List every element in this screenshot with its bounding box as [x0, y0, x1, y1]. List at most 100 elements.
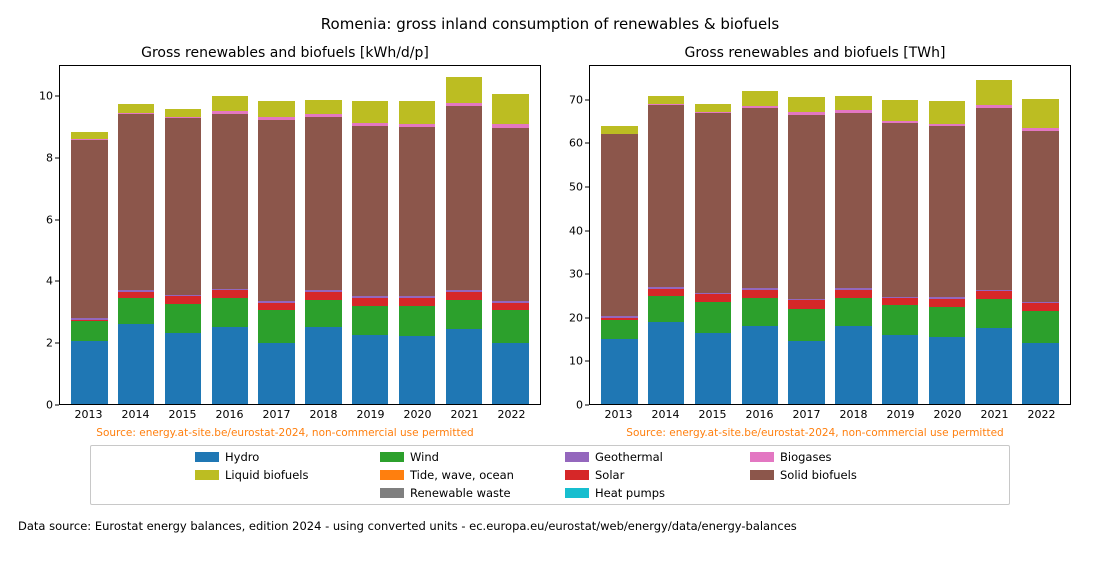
y-axis-right: 010203040506070 — [555, 65, 589, 405]
bar-segment-hydro — [212, 327, 249, 404]
bar-segment-solid_biofuels — [929, 126, 966, 297]
y-tick-label: 60 — [569, 137, 583, 150]
bar-segment-solar — [929, 299, 966, 307]
x-axis-right: 2013201420152016201720182019202020212022 — [589, 405, 1071, 425]
bar-segment-liquid_biofuels — [835, 96, 872, 110]
legend-item-biogases: Biogases — [750, 450, 905, 464]
stacked-bar — [695, 66, 732, 404]
bar-segment-solid_biofuels — [648, 105, 685, 287]
panels-row: Gross renewables and biofuels [kWh/d/p] … — [10, 45, 1090, 439]
stacked-bar — [835, 66, 872, 404]
bar-segment-solid_biofuels — [399, 127, 436, 296]
bar-segment-hydro — [1022, 343, 1059, 404]
bar-segment-wind — [882, 305, 919, 334]
bar-column — [643, 66, 690, 404]
x-tick-label: 2013 — [65, 405, 112, 425]
bar-segment-liquid_biofuels — [305, 100, 342, 114]
bar-segment-liquid_biofuels — [1022, 99, 1059, 128]
y-tick-label: 70 — [569, 93, 583, 106]
legend-item-solar: Solar — [565, 468, 720, 482]
bar-column — [394, 66, 441, 404]
x-tick-label: 2017 — [253, 405, 300, 425]
bar-segment-solar — [305, 292, 342, 300]
bar-column — [830, 66, 877, 404]
legend-label: Hydro — [225, 450, 259, 464]
bar-segment-solid_biofuels — [882, 123, 919, 296]
stacked-bar — [446, 66, 483, 404]
bar-segment-wind — [788, 309, 825, 342]
chart-right: 010203040506070 201320142015201620172018… — [555, 65, 1075, 425]
bar-segment-solid_biofuels — [976, 108, 1013, 290]
bar-segment-hydro — [788, 341, 825, 404]
x-tick-label: 2018 — [830, 405, 877, 425]
bar-segment-solar — [742, 290, 779, 298]
bar-segment-hydro — [446, 329, 483, 404]
bar-segment-solid_biofuels — [601, 134, 638, 316]
bar-segment-liquid_biofuels — [212, 96, 249, 111]
stacked-bar — [976, 66, 1013, 404]
y-tick-label: 10 — [569, 355, 583, 368]
bar-segment-liquid_biofuels — [695, 104, 732, 112]
bar-segment-wind — [976, 299, 1013, 328]
x-tick-label: 2020 — [924, 405, 971, 425]
bar-segment-solar — [1022, 303, 1059, 311]
main-title: Romenia: gross inland consumption of ren… — [10, 15, 1090, 33]
bar-segment-hydro — [882, 335, 919, 404]
legend-label: Geothermal — [595, 450, 663, 464]
bar-segment-solid_biofuels — [118, 114, 155, 291]
bar-segment-liquid_biofuels — [71, 132, 108, 140]
bar-segment-liquid_biofuels — [648, 96, 685, 105]
bar-segment-wind — [305, 300, 342, 328]
bar-segment-solid_biofuels — [212, 114, 249, 289]
bar-segment-solar — [976, 291, 1013, 299]
bar-segment-liquid_biofuels — [446, 77, 483, 103]
legend-item-wind: Wind — [380, 450, 535, 464]
plot-right — [589, 65, 1071, 405]
y-tick-label: 40 — [569, 224, 583, 237]
bar-segment-wind — [71, 321, 108, 341]
legend-label: Wind — [410, 450, 439, 464]
legend-swatch — [195, 452, 219, 462]
bar-segment-solid_biofuels — [165, 118, 202, 295]
bar-segment-solar — [835, 290, 872, 298]
stacked-bar — [118, 66, 155, 404]
bar-segment-wind — [212, 298, 249, 327]
bar-segment-solid_biofuels — [742, 108, 779, 288]
bar-segment-solar — [788, 300, 825, 308]
legend-swatch — [750, 452, 774, 462]
bar-segment-liquid_biofuels — [258, 101, 295, 116]
legend-label: Liquid biofuels — [225, 468, 308, 482]
bar-segment-liquid_biofuels — [352, 101, 389, 123]
bar-segment-solid_biofuels — [446, 106, 483, 290]
stacked-bar — [882, 66, 919, 404]
legend-label: Solid biofuels — [780, 468, 857, 482]
bar-segment-solid_biofuels — [258, 120, 295, 301]
bar-column — [924, 66, 971, 404]
panel-right-title: Gross renewables and biofuels [TWh] — [555, 45, 1075, 61]
stacked-bar — [71, 66, 108, 404]
stacked-bar — [212, 66, 249, 404]
bar-column — [160, 66, 207, 404]
bar-column — [440, 66, 487, 404]
bar-column — [690, 66, 737, 404]
bar-segment-liquid_biofuels — [742, 91, 779, 106]
stacked-bar — [305, 66, 342, 404]
x-tick-label: 2017 — [783, 405, 830, 425]
bar-segment-solid_biofuels — [835, 113, 872, 289]
legend-item-liquid_biofuels: Liquid biofuels — [195, 468, 350, 482]
stacked-bar — [601, 66, 638, 404]
x-tick-label: 2019 — [347, 405, 394, 425]
stacked-bar — [352, 66, 389, 404]
legend-label: Renewable waste — [410, 486, 511, 500]
bar-segment-hydro — [352, 335, 389, 404]
y-tick-label: 8 — [46, 151, 53, 164]
y-axis-left: 0246810 — [25, 65, 59, 405]
bar-segment-hydro — [165, 333, 202, 404]
x-tick-label: 2014 — [112, 405, 159, 425]
bar-segment-wind — [648, 296, 685, 322]
x-tick-label: 2022 — [488, 405, 535, 425]
bar-segment-hydro — [648, 322, 685, 404]
bar-segment-liquid_biofuels — [399, 101, 436, 124]
bar-segment-hydro — [835, 326, 872, 404]
y-tick-label: 0 — [576, 399, 583, 412]
